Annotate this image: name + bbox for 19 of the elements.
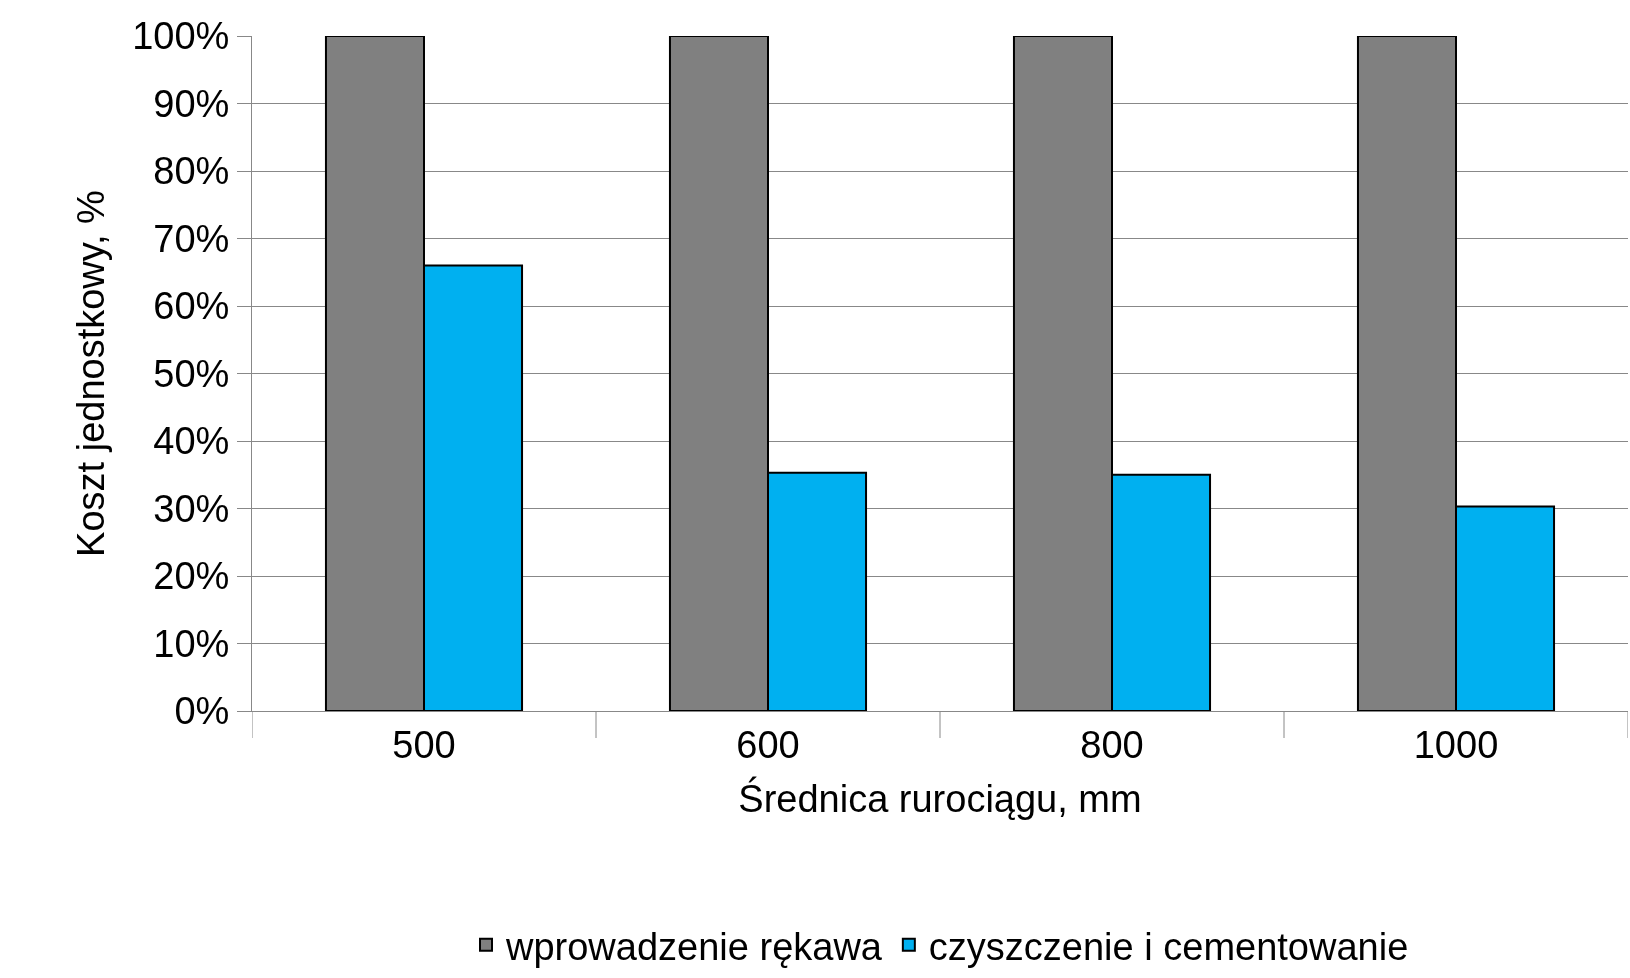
y-tick-label: 50% xyxy=(153,352,230,395)
x-tick-label: 500 xyxy=(392,723,456,766)
y-tick-label: 40% xyxy=(153,420,230,463)
y-tick-label: 80% xyxy=(153,150,230,193)
y-tick-label: 10% xyxy=(153,622,230,665)
y-axis-title: Koszt jednostkowy, % xyxy=(70,190,113,557)
x-tick-label: 1000 xyxy=(1413,723,1499,766)
y-tick-label: 0% xyxy=(174,690,230,733)
x-tick-label: 600 xyxy=(736,723,800,766)
y-tick-label: 20% xyxy=(153,555,230,598)
y-tick-label: 60% xyxy=(153,285,230,328)
x-axis-title: Średnica rurociągu, mm xyxy=(738,775,1142,820)
legend-label: czyszczenie i cementowanie xyxy=(928,925,1409,968)
x-tick-label: 800 xyxy=(1080,723,1144,766)
y-tick-label: 30% xyxy=(153,487,230,530)
y-tick-label: 90% xyxy=(153,82,230,125)
y-tick-label: 70% xyxy=(153,217,230,260)
y-tick-label: 100% xyxy=(132,15,230,58)
legend-label: wprowadzenie rękawa xyxy=(505,925,883,968)
